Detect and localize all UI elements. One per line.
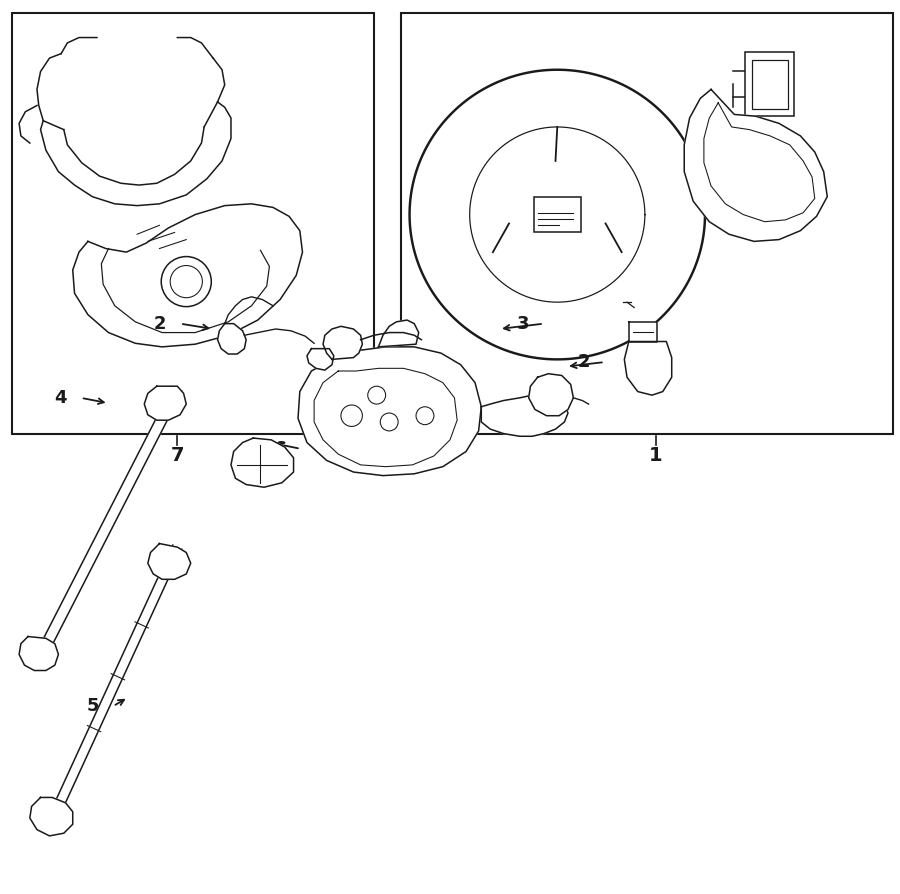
Bar (534, 197, 580, 232)
Polygon shape (379, 320, 418, 347)
Polygon shape (148, 544, 191, 579)
Text: 3: 3 (518, 315, 529, 333)
Polygon shape (40, 102, 231, 206)
Text: 2: 2 (578, 353, 590, 371)
Polygon shape (231, 438, 293, 487)
Text: 5: 5 (86, 697, 99, 715)
Polygon shape (298, 347, 482, 476)
Polygon shape (54, 545, 182, 808)
Bar (745, 52, 794, 116)
Polygon shape (218, 324, 247, 354)
Polygon shape (323, 326, 363, 359)
Polygon shape (73, 204, 302, 347)
Text: 7: 7 (171, 446, 184, 466)
Text: 6: 6 (274, 440, 286, 458)
Polygon shape (19, 637, 58, 670)
Polygon shape (307, 349, 334, 370)
Polygon shape (528, 374, 573, 416)
Text: 2: 2 (153, 315, 166, 333)
Bar (752, 60, 788, 109)
Polygon shape (625, 342, 671, 395)
Bar (12, 13, 374, 434)
Polygon shape (482, 395, 568, 436)
Polygon shape (41, 386, 182, 648)
Polygon shape (629, 322, 657, 342)
Bar (400, 13, 893, 434)
Polygon shape (684, 89, 827, 241)
Text: 4: 4 (54, 389, 67, 407)
Polygon shape (30, 797, 73, 836)
Polygon shape (144, 386, 186, 420)
Text: 1: 1 (649, 446, 662, 466)
